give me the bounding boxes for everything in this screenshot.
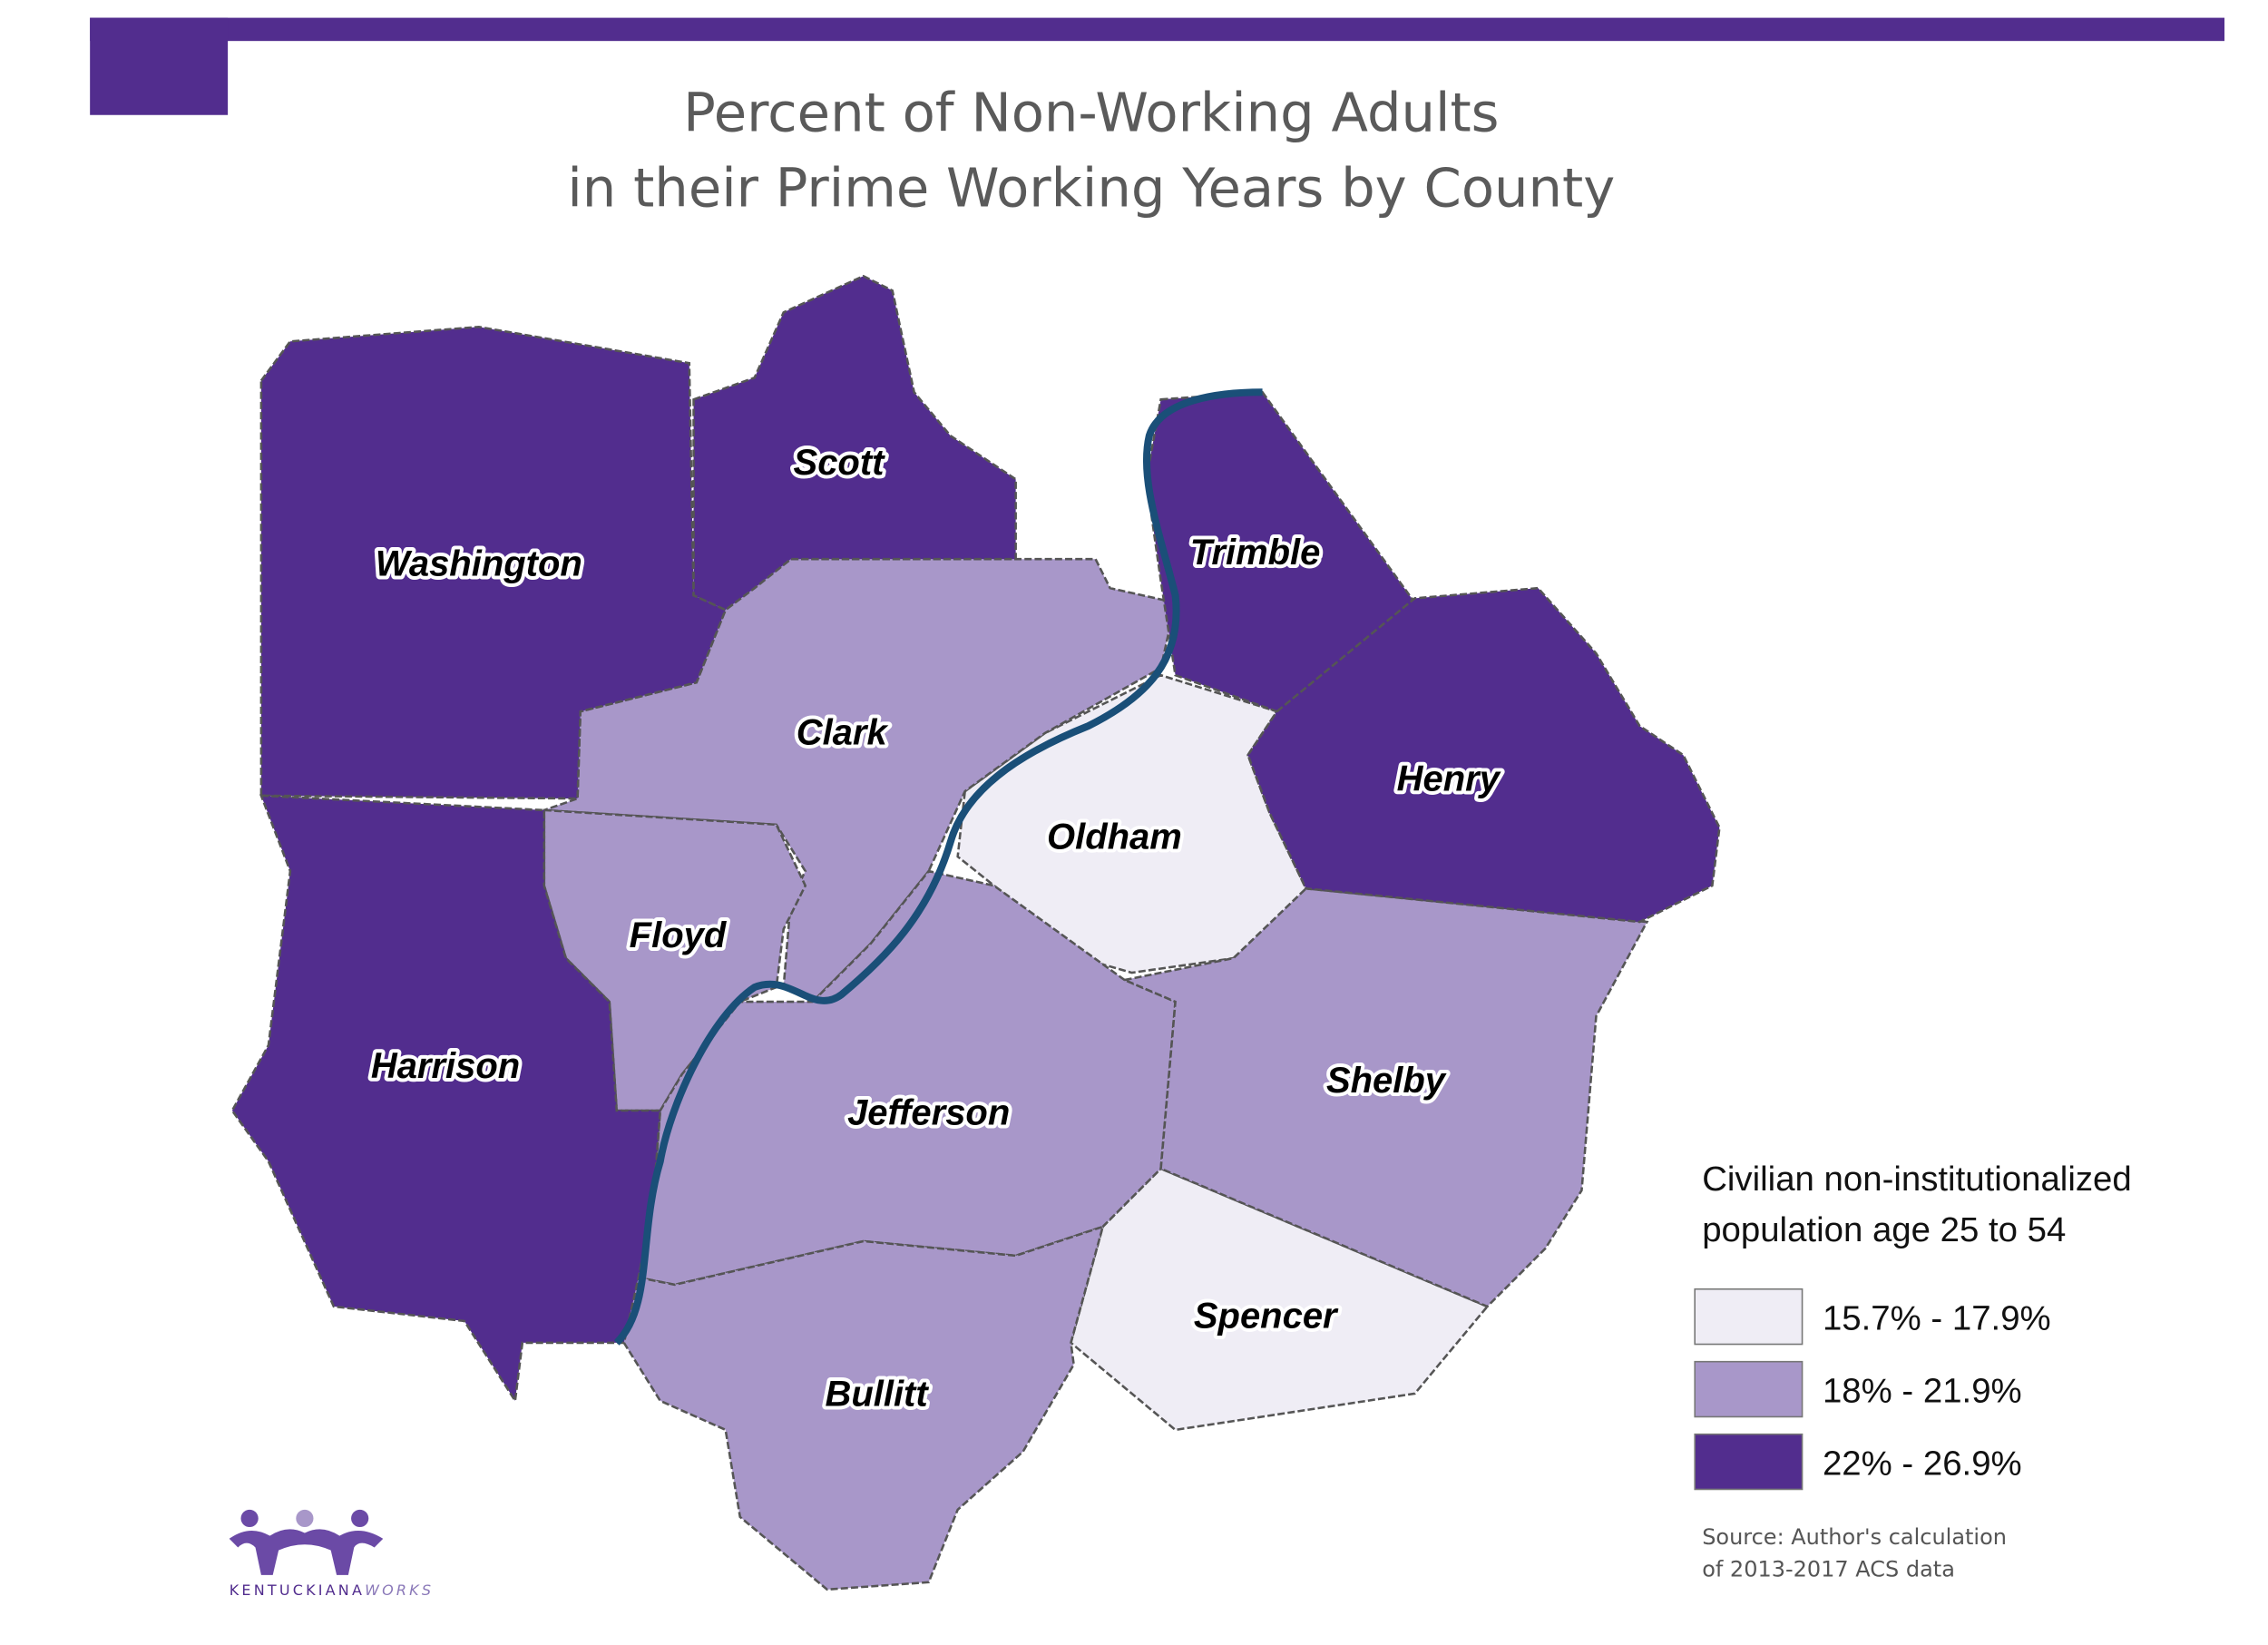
county-label: Washington: [376, 544, 582, 584]
legend-swatch: [1694, 1433, 1804, 1491]
legend-label: 18% - 21.9%: [1823, 1371, 2022, 1410]
county-label: Floyd: [630, 916, 728, 955]
legend-label: 22% - 26.9%: [1823, 1444, 2022, 1483]
county-labels: Oldham Spencer Clark Floyd Jefferson Shelby Bu…: [367, 439, 1505, 1418]
logo-figures: [229, 1509, 384, 1575]
legend-swatch: [1694, 1288, 1804, 1346]
title-line: in their Prime Working Years by County: [567, 157, 1615, 220]
county: [1246, 586, 1721, 924]
county: [692, 274, 1017, 612]
county-label: Scott: [794, 443, 886, 483]
county: [637, 869, 1177, 1287]
title-line: Percent of Non-Working Adults: [683, 81, 1499, 143]
legend-title: Civilian non-institutionalized: [1702, 1160, 2132, 1199]
county: [622, 1224, 1105, 1591]
county-label: Jefferson: [847, 1092, 1010, 1132]
legend-title: population age 25 to 54: [1702, 1210, 2066, 1249]
river: [613, 388, 1263, 1346]
county-label: Spencer: [1194, 1296, 1339, 1336]
county-label: Clark: [797, 712, 889, 752]
counties: [230, 274, 1721, 1591]
county-label: Harrison: [371, 1046, 520, 1086]
top-bar: [90, 17, 2225, 42]
logo-text-main: KENTUCKIANA: [230, 1581, 365, 1599]
county: [230, 794, 662, 1405]
logo-text-accent: WORKS: [365, 1581, 434, 1599]
county-label: Henry: [1397, 759, 1501, 798]
legend: 15.7% - 17.9% 18% - 21.9% 22% - 26.9%: [1694, 1288, 2051, 1491]
legend-label: 15.7% - 17.9%: [1823, 1299, 2051, 1338]
county-label: Bullitt: [825, 1375, 929, 1415]
legend-swatch: [1694, 1360, 1804, 1418]
county: [1120, 886, 1649, 1308]
top-block: [90, 17, 229, 115]
county-label: Oldham: [1047, 817, 1182, 857]
source: of 2013-2017 ACS data: [1702, 1556, 1955, 1581]
county: [259, 325, 728, 800]
county-label: Trimble: [1190, 533, 1321, 573]
source: Source: Author's calculation: [1702, 1524, 2007, 1550]
county-label: Shelby: [1326, 1061, 1447, 1101]
logo-text: KENTUCKIANAWORKS: [230, 1581, 435, 1599]
